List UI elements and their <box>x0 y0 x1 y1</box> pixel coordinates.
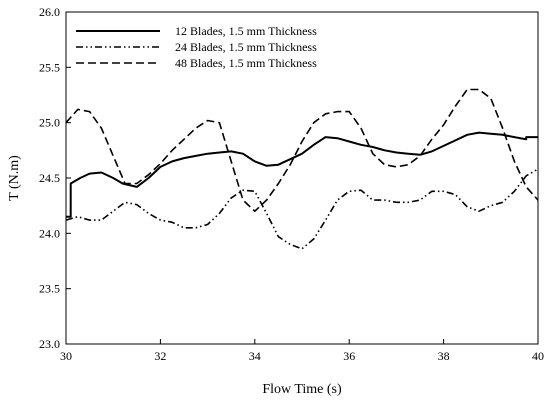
x-tick-label: 32 <box>154 349 166 363</box>
x-tick-label: 40 <box>532 349 544 363</box>
y-tick-label: 23.5 <box>39 282 60 296</box>
series-line-3 <box>65 88 539 212</box>
series-layer <box>65 88 539 250</box>
y-tick-label: 25.5 <box>39 60 60 74</box>
legend-label-1: 12 Blades, 1.5 mm Thickness <box>175 24 317 38</box>
x-tick-label: 30 <box>60 349 72 363</box>
y-tick-label: 24.5 <box>39 171 60 185</box>
axis-ticks: 30 32 34 36 38 40 23.0 23.5 24.0 24.5 25.0 25.5 26.0 <box>39 5 544 363</box>
legend-label-2: 24 Blades, 1.5 mm Thickness <box>175 40 317 54</box>
legend-label-3: 48 Blades, 1.5 mm Thickness <box>175 56 317 70</box>
y-tick-label: 23.0 <box>39 337 60 351</box>
series-line-2 <box>65 168 539 250</box>
x-axis-label: Flow Time (s) <box>262 382 342 397</box>
y-tick-label: 26.0 <box>39 5 60 19</box>
y-tick-label: 24.0 <box>39 226 60 240</box>
y-axis-label: T (N.m) <box>7 155 22 201</box>
x-tick-label: 36 <box>343 349 355 363</box>
legend: 12 Blades, 1.5 mm Thickness 24 Blades, 1.… <box>76 24 317 70</box>
x-tick-label: 34 <box>249 349 261 363</box>
y-tick-label: 25.0 <box>39 116 60 130</box>
x-tick-label: 38 <box>438 349 450 363</box>
